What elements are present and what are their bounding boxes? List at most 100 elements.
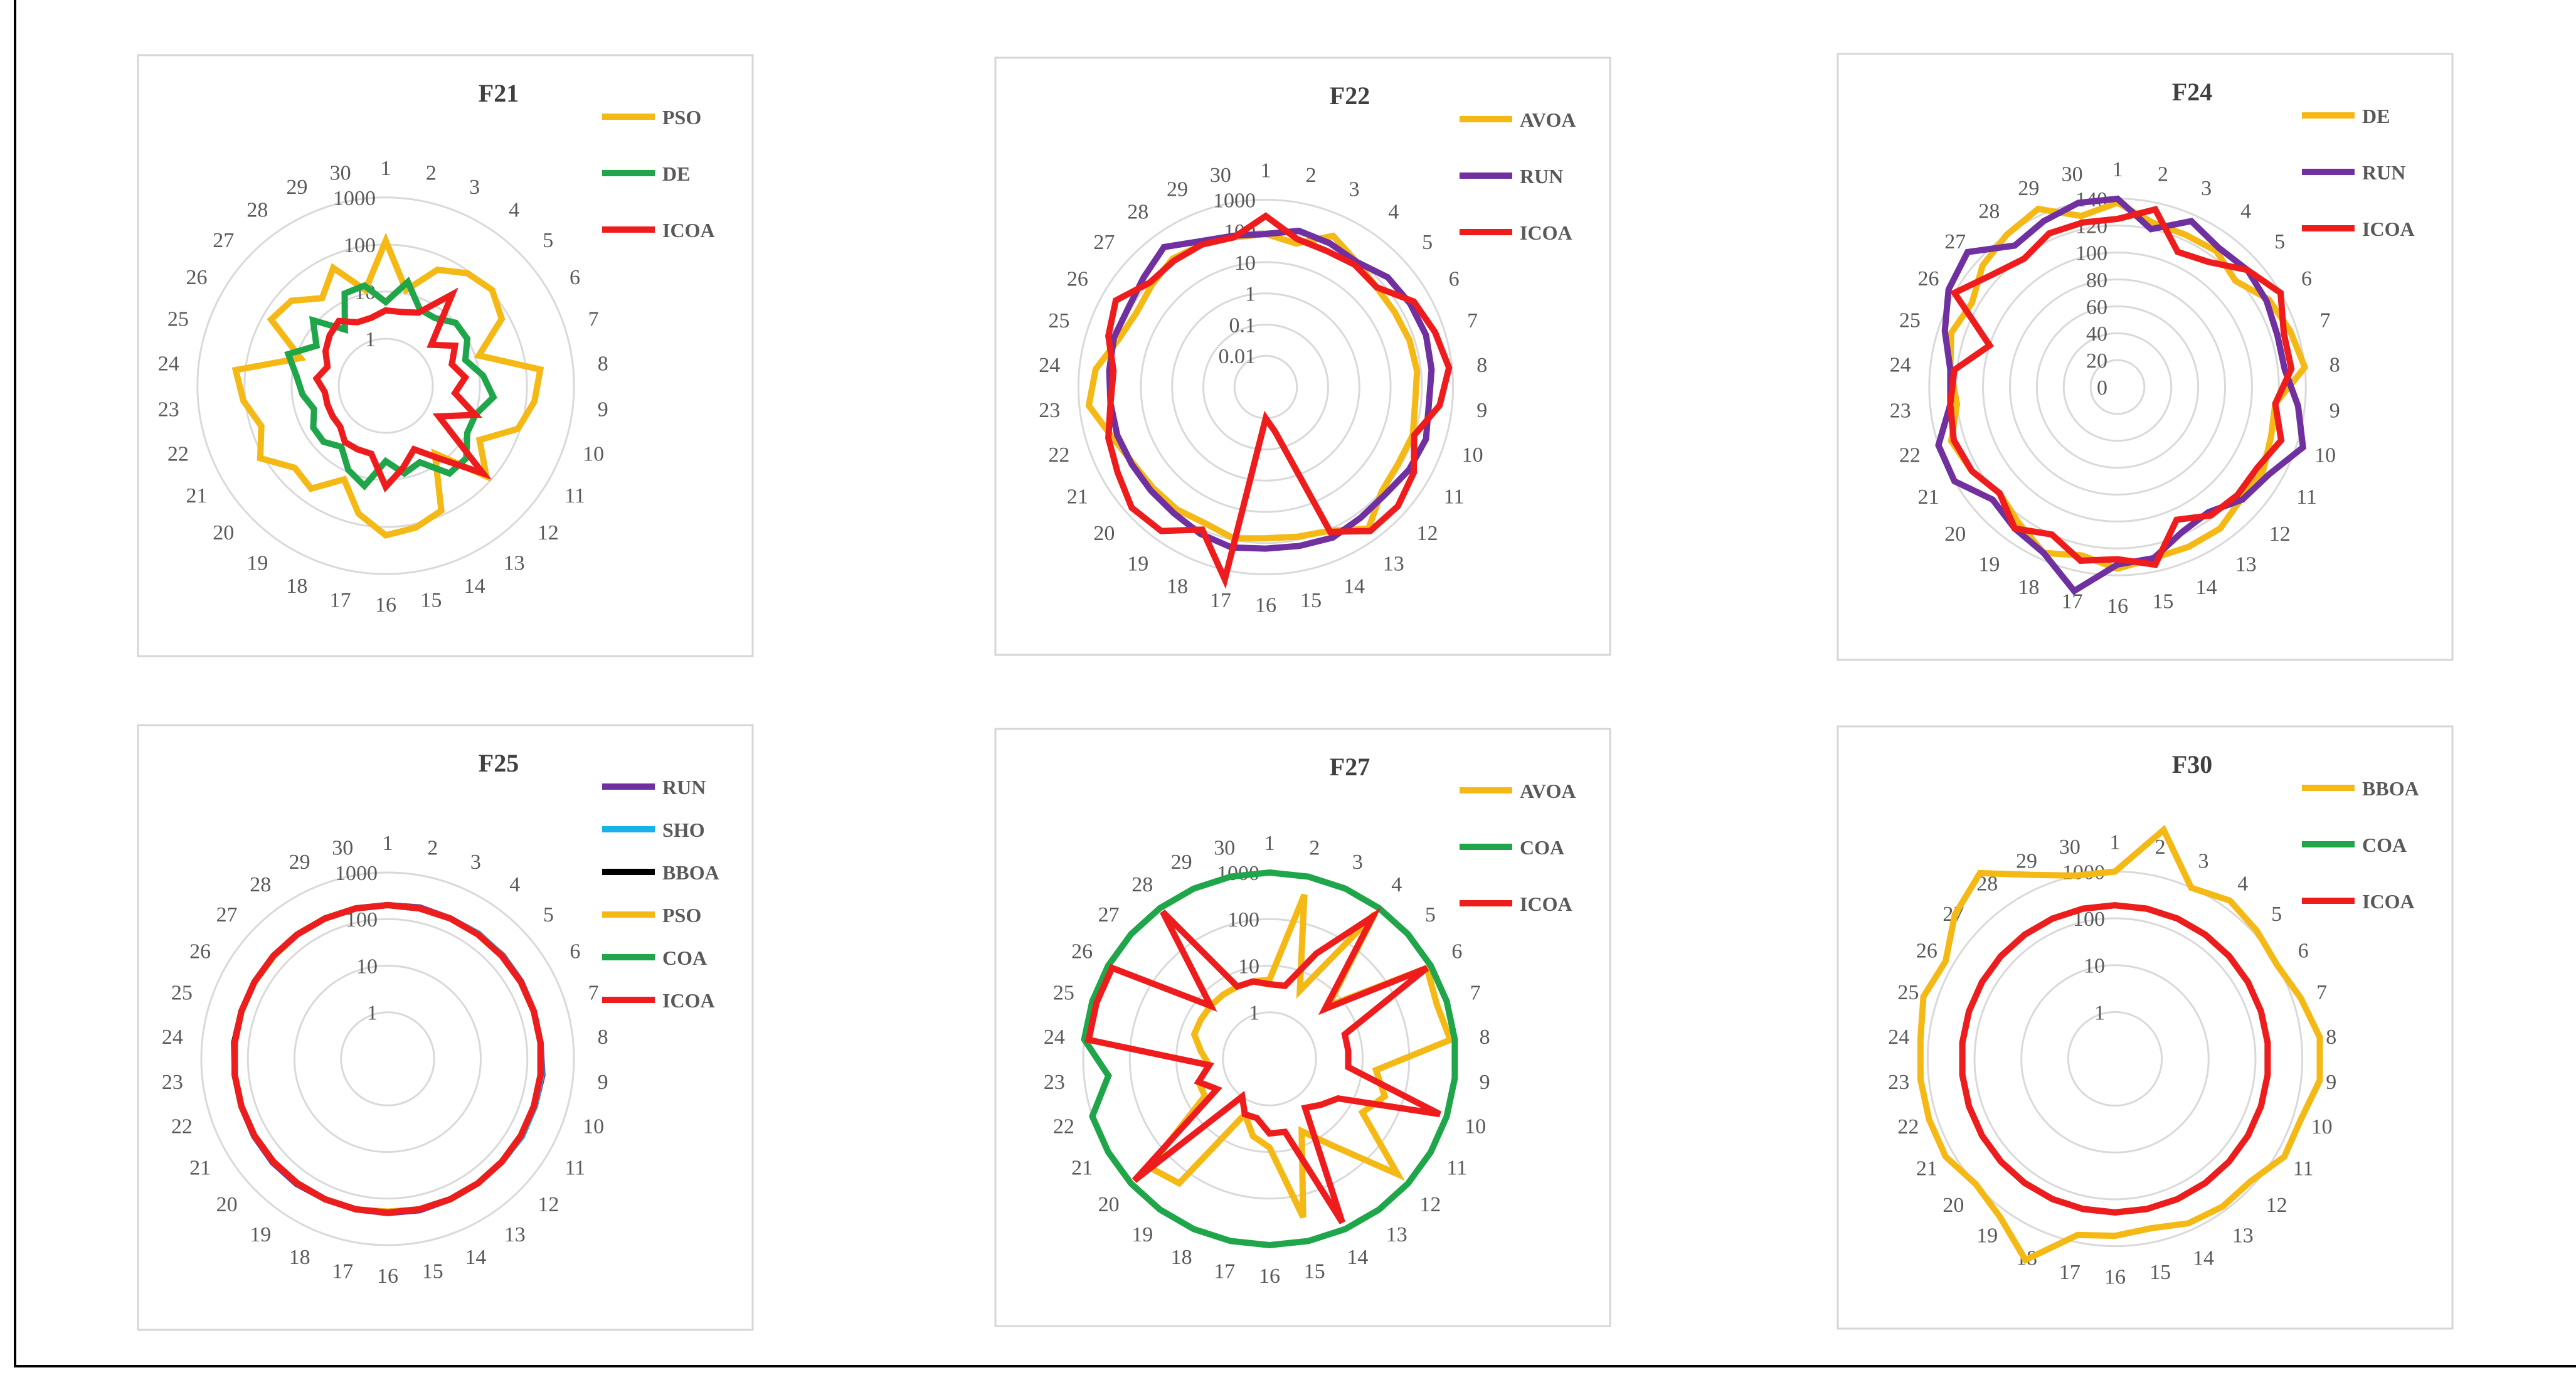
category-label: 9 <box>1476 399 1487 422</box>
category-label: 18 <box>289 1246 310 1269</box>
category-label: 16 <box>1255 594 1276 617</box>
category-label: 4 <box>509 873 520 896</box>
category-label: 2 <box>427 837 438 860</box>
category-label: 1 <box>2112 158 2123 181</box>
category-label: 12 <box>538 1193 559 1216</box>
category-label: 5 <box>543 903 554 926</box>
category-label: 14 <box>1344 575 1365 598</box>
category-label: 21 <box>186 484 207 507</box>
category-label: 5 <box>1425 903 1436 926</box>
category-label: 15 <box>2149 1261 2171 1284</box>
chart-title: F25 <box>479 749 519 777</box>
category-label: 2 <box>1306 164 1317 187</box>
category-label: 27 <box>1093 231 1115 254</box>
grid-ring <box>337 337 434 434</box>
category-label: 8 <box>598 1026 608 1049</box>
category-label: 23 <box>1039 399 1060 422</box>
category-label: 7 <box>2320 309 2331 332</box>
category-label: 15 <box>420 589 442 612</box>
grid-ring <box>200 871 575 1246</box>
category-label: 15 <box>1304 1260 1325 1283</box>
ring-label: 1000 <box>1213 189 1256 212</box>
category-label: 24 <box>162 1026 183 1049</box>
category-label: 14 <box>1347 1246 1368 1269</box>
grid-ring <box>2035 305 2200 469</box>
category-label: 28 <box>1132 873 1153 896</box>
category-label: 14 <box>464 575 485 598</box>
category-label: 25 <box>171 981 193 1004</box>
chart-title: F22 <box>1330 82 1370 110</box>
category-label: 10 <box>1465 1115 1486 1138</box>
category-label: 6 <box>1451 940 1462 963</box>
category-label: 29 <box>1167 178 1188 201</box>
category-label: 17 <box>2059 1261 2080 1284</box>
grid-ring <box>246 918 529 1200</box>
category-label: 6 <box>570 940 580 963</box>
category-label: 28 <box>250 873 271 896</box>
grid-ring <box>2062 332 2173 442</box>
category-label: 5 <box>2274 230 2285 253</box>
category-label: 29 <box>2018 177 2039 200</box>
category-label: 28 <box>246 198 268 221</box>
ring-label: 100 <box>2075 242 2107 265</box>
legend-label-icoa: ICOA <box>662 989 715 1012</box>
grid-ring <box>2089 359 2146 415</box>
category-label: 30 <box>1214 837 1235 860</box>
ring-label: 60 <box>2086 295 2107 319</box>
category-label: 26 <box>1067 268 1088 291</box>
category-label: 15 <box>2152 590 2173 613</box>
category-label: 24 <box>1044 1026 1065 1049</box>
category-label: 12 <box>2269 523 2291 546</box>
category-label: 22 <box>1048 443 1069 467</box>
category-label: 1 <box>1261 159 1271 182</box>
series-line-icoa <box>1947 205 2295 568</box>
category-label: 25 <box>167 307 189 331</box>
legend-label-icoa: ICOA <box>1520 221 1572 244</box>
category-label: 13 <box>1386 1223 1407 1246</box>
category-label: 21 <box>189 1157 211 1180</box>
category-label: 28 <box>1978 199 2000 223</box>
category-label: 23 <box>162 1071 183 1094</box>
ring-label: 0.01 <box>1219 345 1256 368</box>
category-label: 14 <box>2193 1247 2214 1270</box>
category-label: 27 <box>1098 903 1120 926</box>
category-label: 8 <box>2326 1026 2336 1049</box>
ring-label: 10 <box>356 955 378 978</box>
series-line-icoa <box>1959 902 2271 1216</box>
category-label: 20 <box>1943 1194 1964 1217</box>
grid-ring <box>2067 1011 2163 1107</box>
category-label: 13 <box>504 552 525 575</box>
category-label: 1 <box>381 157 391 180</box>
category-label: 4 <box>2237 873 2248 896</box>
category-label: 27 <box>216 903 238 926</box>
grid-ring <box>1982 252 2253 523</box>
category-label: 17 <box>332 1260 353 1283</box>
category-label: 24 <box>158 353 179 376</box>
category-label: 30 <box>1210 164 1231 187</box>
category-label: 22 <box>1899 444 1921 467</box>
category-label: 8 <box>1480 1026 1490 1049</box>
chart-title: F21 <box>479 79 519 107</box>
legend-label-run: RUN <box>662 776 706 799</box>
category-label: 26 <box>186 266 207 289</box>
category-label: 4 <box>1388 201 1399 224</box>
series-line-icoa <box>1084 907 1441 1224</box>
category-label: 21 <box>1071 1157 1093 1180</box>
category-label: 10 <box>2311 1115 2333 1138</box>
category-label: 5 <box>2271 903 2282 926</box>
category-label: 21 <box>1917 486 1939 509</box>
category-label: 2 <box>426 161 437 184</box>
category-label: 17 <box>1210 589 1231 612</box>
ring-label: 100 <box>344 234 376 257</box>
series-line-icoa <box>312 287 492 493</box>
category-label: 11 <box>1444 485 1465 508</box>
category-label: 19 <box>1978 553 2000 576</box>
legend-label-pso: PSO <box>662 106 701 129</box>
category-label: 19 <box>1132 1223 1153 1246</box>
legend-label-bboa: BBOA <box>2362 777 2419 800</box>
category-label: 29 <box>2016 849 2037 873</box>
category-label: 9 <box>1480 1071 1490 1094</box>
